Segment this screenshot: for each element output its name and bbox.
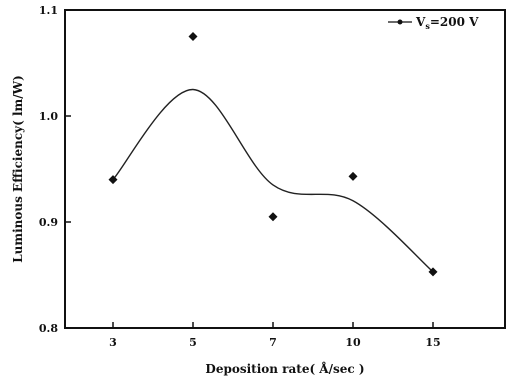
y-tick-label: 0.8 [39, 322, 58, 335]
y-tick-label: 1.0 [39, 110, 58, 123]
x-tick-label: 10 [345, 336, 361, 349]
x-tick-label: 15 [425, 336, 440, 349]
x-tick-label: 7 [269, 336, 277, 349]
data-point [269, 212, 278, 221]
legend-label: Vs=200 V [415, 15, 479, 31]
y-axis-label: Luminous Efficiency( lm/W) [11, 75, 25, 263]
x-tick-label: 5 [189, 336, 197, 349]
plot-frame [65, 10, 505, 328]
x-tick-label: 3 [109, 336, 117, 349]
y-tick-label: 1.1 [39, 4, 58, 17]
y-tick-label: 0.9 [39, 216, 58, 229]
x-axis-ticks: 3 5 7 10 15 [109, 322, 440, 349]
data-points [109, 32, 438, 276]
trend-line [113, 89, 433, 271]
legend: Vs=200 V [388, 15, 479, 31]
legend-series-suffix: =200 V [430, 15, 479, 29]
legend-marker [398, 20, 403, 25]
data-point [189, 32, 198, 41]
y-axis-ticks: 0.8 0.9 1.0 1.1 [39, 4, 71, 335]
data-point [349, 172, 358, 181]
x-axis-label: Deposition rate( Å/sec ) [205, 361, 364, 376]
